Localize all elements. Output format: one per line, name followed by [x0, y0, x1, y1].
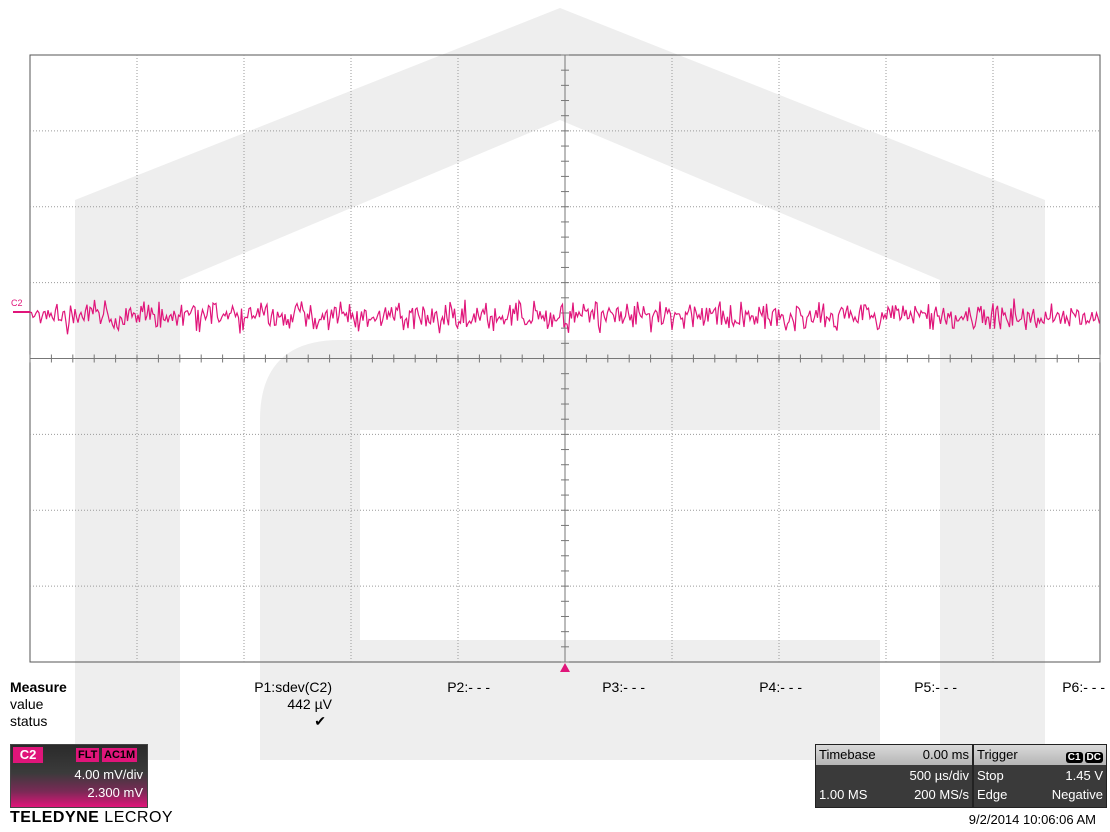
param-p1-value: 442 µV: [287, 696, 332, 712]
row-label-status: status: [10, 713, 48, 729]
param-p2-name[interactable]: P2:- - -: [447, 679, 490, 695]
volts-per-div: 4.00 mV/div: [74, 767, 143, 782]
trigger-mode: Stop: [977, 768, 1004, 783]
brand-light: LECROY: [99, 809, 174, 826]
channel-label: C2: [13, 747, 43, 763]
c2-trace: [29, 298, 1101, 335]
filter-badge: FLT: [76, 748, 100, 762]
graticule: [29, 54, 1101, 663]
timebase-per-div: 500 µs/div: [909, 768, 969, 783]
brand-logo: TELEDYNE LECROY: [10, 809, 173, 827]
timebase-samples: 1.00 MS: [819, 787, 868, 802]
param-p5-name[interactable]: P5:- - -: [914, 679, 957, 695]
timebase-delay: 0.00 ms: [922, 747, 969, 762]
channel-c2-descriptor[interactable]: C2 FLT AC1M 4.00 mV/div 2.300 mV: [10, 744, 148, 808]
trigger-source-tags: C1 DC: [1064, 748, 1103, 763]
timebase-label: Timebase: [819, 747, 876, 762]
trigger-type: Edge: [977, 787, 1008, 802]
trigger-coupling-tag: DC: [1084, 752, 1103, 763]
param-p3-name[interactable]: P3:- - -: [602, 679, 645, 695]
c2-offset-marker: C2: [11, 298, 30, 313]
measure-title: Measure: [10, 679, 67, 695]
trigger-descriptor[interactable]: Trigger C1 DC Stop 1.45 V Edge Negative: [973, 744, 1107, 808]
trigger-source-tag: C1: [1065, 752, 1083, 763]
param-p6-name[interactable]: P6:- - -: [1062, 679, 1105, 695]
param-p1-status-icon: ✔: [314, 713, 326, 729]
coupling-badge: AC1M: [102, 748, 138, 762]
row-label-value: value: [10, 696, 44, 712]
trigger-label: Trigger: [977, 747, 1018, 762]
param-p1-name[interactable]: P1:sdev(C2): [254, 679, 332, 695]
measure-table: Measure value status P1:sdev(C2) 442 µV …: [10, 679, 1105, 741]
timebase-sample-rate: 200 MS/s: [914, 787, 969, 802]
param-p4-name[interactable]: P4:- - -: [759, 679, 802, 695]
trigger-position-icon: [560, 663, 570, 672]
trigger-slope: Negative: [1051, 787, 1103, 802]
timebase-descriptor[interactable]: Timebase 0.00 ms 500 µs/div 1.00 MS 200 …: [815, 744, 973, 808]
timestamp: 9/2/2014 10:06:06 AM: [968, 812, 1096, 827]
trigger-level: 1.45 V: [1065, 768, 1103, 783]
channel-offset: 2.300 mV: [87, 785, 143, 800]
brand-bold: TELEDYNE: [10, 809, 100, 826]
c2-marker-label: C2: [11, 298, 23, 308]
